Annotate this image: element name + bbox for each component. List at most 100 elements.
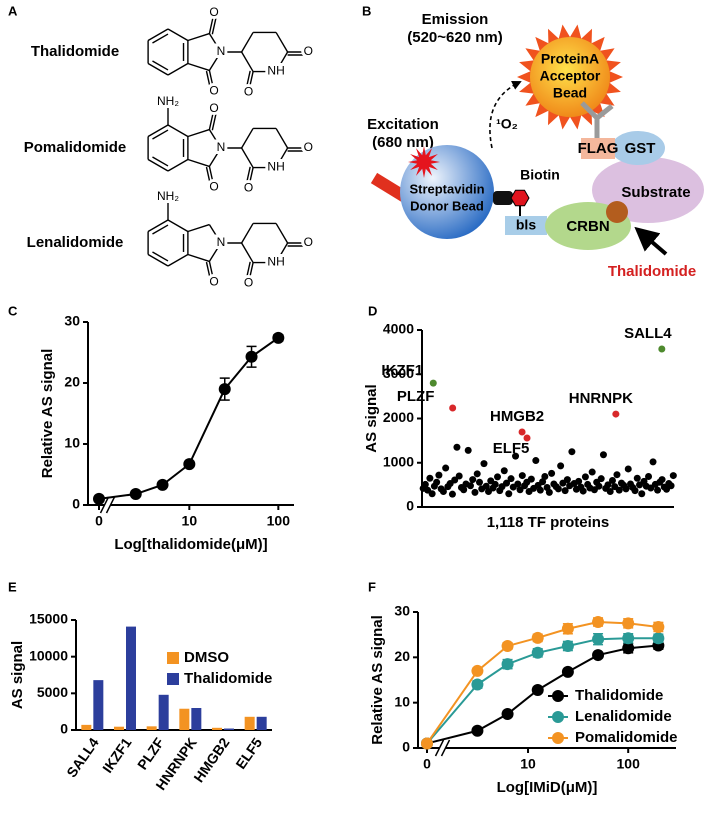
- x-tick-label: SALL4: [63, 734, 102, 780]
- point: [539, 478, 547, 486]
- point: [455, 472, 463, 480]
- point-label: SALL4: [624, 325, 672, 342]
- point: [645, 472, 653, 480]
- panel-label: D: [368, 303, 377, 318]
- bond: [240, 32, 254, 53]
- marker: [129, 488, 142, 501]
- bls-box: [505, 216, 547, 235]
- bond: [187, 253, 210, 263]
- point: [613, 471, 621, 479]
- bond: [152, 156, 169, 167]
- point-label: ELF5: [493, 440, 530, 457]
- point: [518, 472, 526, 480]
- marker: [592, 615, 605, 628]
- bond: [167, 219, 189, 233]
- gst-shape: [611, 131, 665, 165]
- y-axis-label: Relative AS signal: [39, 349, 56, 479]
- atom-label: NH: [267, 160, 284, 174]
- bar: [81, 724, 92, 730]
- point: [615, 486, 623, 494]
- legend-label: Lenalidomide: [575, 708, 672, 725]
- y-axis-label: AS signal: [9, 641, 26, 709]
- bond: [240, 223, 254, 244]
- bond: [152, 33, 169, 44]
- donor-text: Donor Bead: [410, 198, 484, 213]
- emission-range: (520~620 nm): [407, 29, 502, 46]
- bond: [244, 70, 251, 92]
- point: [581, 473, 589, 481]
- bond: [211, 13, 218, 35]
- x-axis-label: Log[IMiD(μM)]: [497, 779, 598, 796]
- bond: [247, 71, 254, 93]
- y-tick-label: 0: [406, 498, 414, 514]
- acceptor-bead: [530, 37, 610, 117]
- point: [507, 475, 515, 483]
- acceptor-text: Acceptor: [540, 68, 601, 84]
- legend-label: DMSO: [184, 649, 229, 666]
- y-tick-label: 5000: [37, 684, 68, 700]
- point: [532, 457, 540, 465]
- y-tick-label: 0: [72, 496, 80, 512]
- bond: [147, 28, 169, 42]
- bond: [275, 32, 289, 53]
- bond: [187, 62, 210, 72]
- point: [638, 490, 646, 498]
- point: [439, 488, 447, 496]
- atom-label: O: [209, 83, 218, 97]
- legend-label: Thalidomide: [184, 670, 272, 687]
- atom-label: NH: [267, 64, 284, 78]
- x-tick-label: 100: [617, 756, 641, 772]
- panel-b: B Emission (520~620 nm) ProteinA Accepto…: [362, 3, 704, 280]
- bar: [256, 716, 267, 730]
- panel-label: C: [8, 303, 18, 318]
- highlight-point: [612, 410, 620, 418]
- marker: [622, 632, 635, 645]
- marker: [561, 622, 574, 635]
- point-label: PLZF: [397, 388, 435, 405]
- point: [421, 480, 429, 488]
- marker: [93, 492, 105, 505]
- marker: [592, 633, 605, 646]
- point: [442, 464, 450, 472]
- marker: [531, 683, 544, 696]
- axis-break: [99, 496, 110, 514]
- marker: [421, 737, 433, 750]
- bar: [179, 708, 190, 730]
- highlight-point: [523, 434, 531, 442]
- point: [575, 477, 583, 485]
- bond: [167, 28, 189, 42]
- point: [536, 486, 544, 494]
- point: [500, 467, 508, 475]
- bond: [240, 242, 254, 263]
- panel-label: A: [8, 3, 18, 18]
- point: [624, 465, 632, 473]
- y-tick-label: 4000: [383, 321, 414, 337]
- point: [557, 462, 565, 470]
- bar: [114, 726, 124, 730]
- point: [622, 485, 630, 493]
- point: [480, 460, 488, 468]
- bond: [187, 128, 210, 138]
- point: [503, 479, 511, 487]
- atom-label: N: [217, 235, 226, 249]
- point: [475, 478, 483, 486]
- marker: [592, 649, 605, 662]
- marker: [501, 640, 514, 652]
- y-tick-label: 15000: [29, 611, 68, 627]
- axis-break: [434, 739, 445, 757]
- point: [631, 487, 639, 495]
- x-tick-label: PLZF: [134, 734, 167, 772]
- bond: [152, 60, 169, 71]
- marker: [561, 665, 574, 678]
- point-label: IKZF1: [381, 362, 423, 379]
- bond: [152, 251, 169, 262]
- bond: [208, 51, 222, 71]
- y-tick-label: 0: [60, 721, 68, 737]
- point: [588, 468, 596, 476]
- bond: [152, 224, 169, 235]
- point: [426, 474, 434, 482]
- streptavidin-link: [493, 191, 513, 205]
- bond: [147, 219, 169, 233]
- marker: [531, 631, 544, 644]
- legend-swatch: [167, 673, 179, 685]
